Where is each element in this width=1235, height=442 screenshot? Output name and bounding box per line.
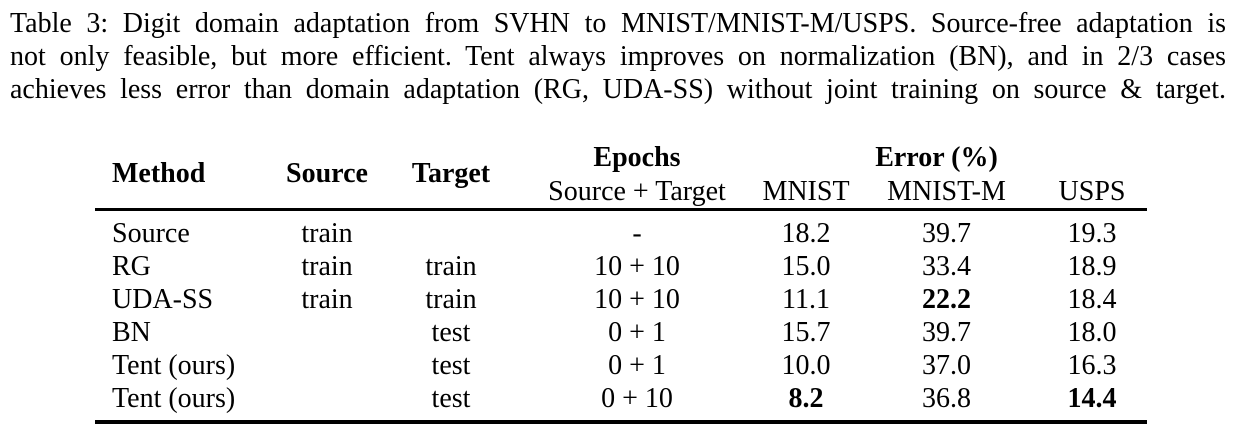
- cell-target: test: [431, 317, 471, 348]
- cell-source: [270, 382, 384, 422]
- table-row: RG train train 10 + 10 15.0 33.4 18.9: [95, 250, 1147, 283]
- cell-error-mnist-m: 39.7: [922, 317, 971, 348]
- cell-epochs: 0 + 1: [608, 350, 666, 381]
- cell-error-mnist: 10.0: [781, 350, 831, 381]
- caption-line: not only feasible, but more efficient. T…: [10, 41, 1226, 72]
- column-subheader-usps: USPS: [1037, 176, 1148, 211]
- caption-line: achieves less error than domain adaptati…: [10, 74, 1226, 105]
- cell-error-usps: 18.4: [1067, 284, 1117, 315]
- caption-line: Table 3: Digit domain adaptation from SV…: [10, 8, 1226, 39]
- cell-source: [270, 316, 384, 349]
- cell-error-mnist-m: 33.4: [922, 251, 971, 282]
- cell-epochs: -: [632, 218, 642, 249]
- cell-source: [270, 349, 384, 382]
- cell-epochs: 10 + 10: [594, 251, 680, 282]
- header-row-top: Method Source Target Epochs Error (%): [95, 140, 1147, 211]
- cell-error-mnist: 8.2: [788, 383, 824, 414]
- cell-error-mnist-m: 36.8: [922, 383, 971, 414]
- cell-target: test: [431, 350, 471, 381]
- column-header-method: Method: [95, 140, 270, 211]
- table-header: Method Source Target Epochs Error (%) So…: [95, 140, 1148, 211]
- cell-source: train: [301, 284, 353, 315]
- cell-epochs: 0 + 10: [601, 383, 673, 414]
- results-table: Method Source Target Epochs Error (%) So…: [95, 140, 1148, 424]
- cell-method: Tent (ours): [112, 350, 236, 381]
- cell-epochs: 0 + 1: [608, 317, 666, 348]
- cell-method: Source: [112, 218, 190, 249]
- table-row: Source train - 18.2 39.7 19.3: [95, 210, 1147, 251]
- cell-error-usps: 18.9: [1067, 251, 1117, 282]
- cell-source: train: [301, 218, 353, 249]
- header-row-sub: Source + Target MNIST MNIST-M USPS: [95, 176, 1148, 211]
- cell-target: train: [425, 284, 477, 315]
- cell-epochs: 10 + 10: [594, 284, 680, 315]
- cell-error-usps: 18.0: [1067, 317, 1117, 348]
- table-caption: Table 3: Digit domain adaptation from SV…: [10, 7, 1226, 106]
- cell-error-mnist: 11.1: [782, 284, 830, 315]
- table-row: Tent (ours) test 0 + 1 10.0 37.0 16.3: [95, 349, 1147, 382]
- cell-error-mnist-m: 22.2: [922, 284, 971, 315]
- cell-method: RG: [112, 251, 151, 282]
- cell-method: BN: [112, 317, 151, 348]
- cell-method: UDA-SS: [112, 284, 214, 315]
- column-subheader-epochs: Source + Target: [518, 176, 756, 211]
- table-row: UDA-SS train train 10 + 10 11.1 22.2 18.…: [95, 283, 1147, 316]
- column-header-target: Target: [384, 140, 518, 211]
- cell-target: [384, 210, 518, 251]
- table-row: BN test 0 + 1 15.7 39.7 18.0: [95, 316, 1147, 349]
- cell-error-mnist: 15.0: [781, 251, 831, 282]
- cell-error-mnist: 15.7: [781, 317, 831, 348]
- cell-source: train: [301, 251, 353, 282]
- cell-error-usps: 19.3: [1067, 218, 1117, 249]
- table-row: Tent (ours) test 0 + 10 8.2 36.8 14.4: [95, 382, 1147, 422]
- cell-target: test: [431, 383, 471, 414]
- column-header-source: Source: [270, 140, 384, 211]
- column-header-epochs: Epochs: [593, 142, 681, 173]
- column-header-error-group: Error (%): [875, 142, 998, 173]
- cell-target: train: [425, 251, 477, 282]
- cell-error-usps: 14.4: [1067, 383, 1117, 414]
- column-subheader-mnist-m: MNIST-M: [856, 176, 1037, 211]
- cell-error-mnist-m: 37.0: [922, 350, 971, 381]
- cell-error-mnist: 18.2: [781, 218, 831, 249]
- cell-error-usps: 16.3: [1067, 350, 1117, 381]
- column-subheader-mnist: MNIST: [756, 176, 856, 211]
- table-body: Source train - 18.2 39.7 19.3 RG train t…: [95, 210, 1147, 423]
- cell-error-mnist-m: 39.7: [922, 218, 971, 249]
- cell-method: Tent (ours): [112, 383, 236, 414]
